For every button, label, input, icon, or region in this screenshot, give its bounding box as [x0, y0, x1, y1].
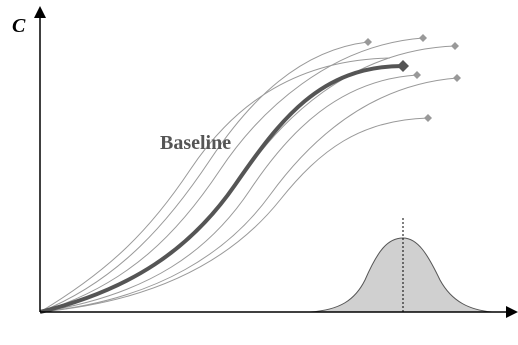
axis-label: C: [12, 15, 26, 37]
scenario-ends: [364, 34, 461, 122]
baseline-curve: [39, 64, 404, 314]
baseline-label: Baseline: [160, 132, 231, 154]
distribution: [309, 237, 493, 313]
baseline-end: [397, 60, 409, 72]
